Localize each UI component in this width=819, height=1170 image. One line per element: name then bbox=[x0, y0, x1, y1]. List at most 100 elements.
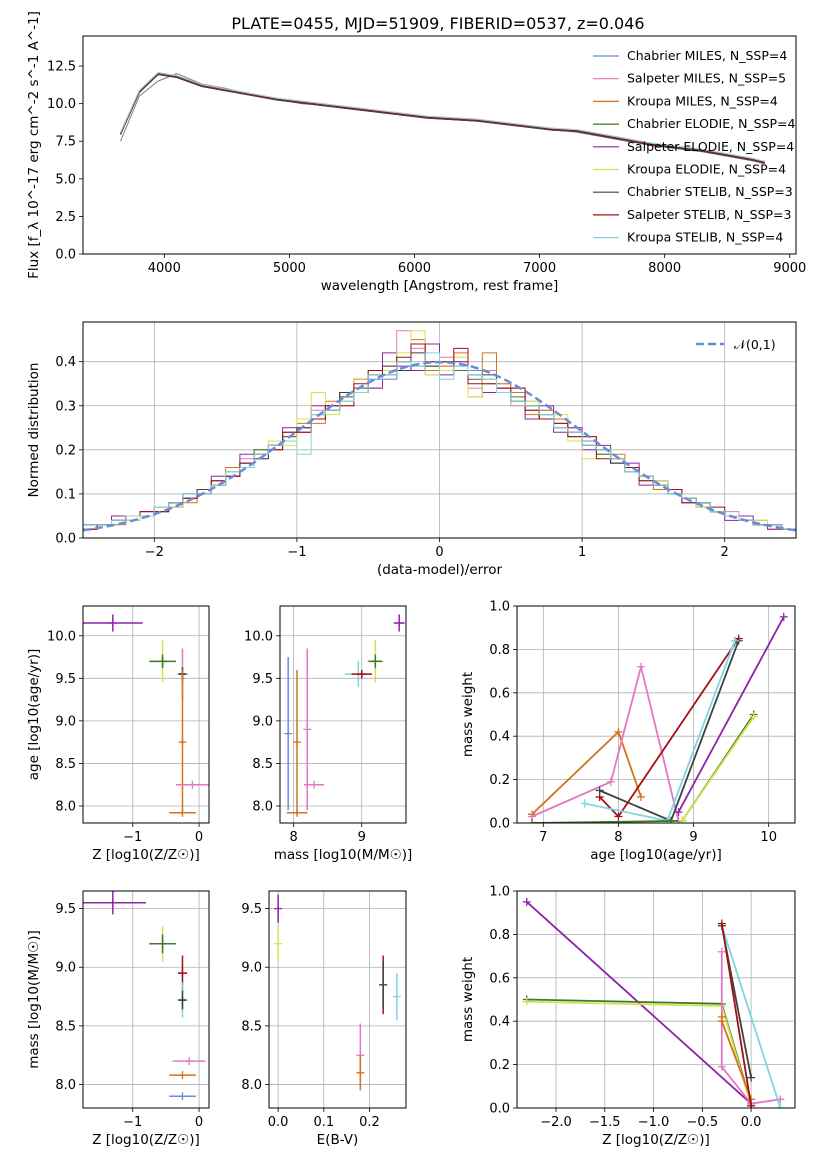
point-marker bbox=[158, 657, 167, 666]
massweight-vs-z-ylabel: mass weight bbox=[460, 957, 476, 1042]
residuals-frame bbox=[82, 321, 797, 539]
point-marker bbox=[293, 808, 302, 817]
massweight-vs-age-ytick-label: 1.0 bbox=[489, 600, 510, 615]
mass-vs-z-ytick-label: 8.5 bbox=[55, 1019, 76, 1034]
spectrum-xtick-label: 7000 bbox=[523, 261, 556, 276]
mass-vs-ebv-frame bbox=[268, 890, 407, 1109]
residuals-xtick-label: 2 bbox=[721, 545, 729, 560]
residuals-axes: −2 −1 0 1 2 0.0 0.1 0.2 0.3 0.4 (data-model)/error… bbox=[26, 322, 796, 578]
mass-weight-marker bbox=[717, 1017, 726, 1026]
spectrum-model-line bbox=[120, 73, 765, 164]
massweight-vs-z-axes: −2.0 −1.5 −1.0 −0.5 0.0 0.0 0.2 0.4 0.6 0.8 1.0 Z [… bbox=[460, 885, 795, 1148]
age-vs-z-plot-area bbox=[83, 614, 209, 817]
point-marker bbox=[371, 657, 380, 666]
mass-weight-marker bbox=[747, 1101, 756, 1108]
residuals-legend: 𝒩(0,1) bbox=[696, 337, 776, 352]
massweight-vs-z-xlabel: Z [log10(Z/Z☉)] bbox=[602, 1132, 710, 1148]
mass-weight-marker bbox=[614, 812, 623, 821]
spectrum-model-line bbox=[120, 73, 765, 163]
massweight-vs-z-xtick-label: −1.0 bbox=[638, 1115, 670, 1130]
mass-weight-line bbox=[720, 923, 752, 1106]
mass-weight-marker bbox=[730, 636, 739, 645]
age-vs-mass-axes: 8 9 8.0 8.5 9.0 9.5 10.0 mass [log10(M/M☉)] bbox=[244, 606, 412, 863]
mass-weight-marker bbox=[595, 786, 604, 795]
age-vs-z-ylabel: age [log10(age/yr)] bbox=[26, 649, 42, 781]
residuals-ytick-label: 0.3 bbox=[55, 399, 76, 414]
residuals-xtick-label: 0 bbox=[435, 545, 443, 560]
mass-vs-ebv-ytick-label: 8.5 bbox=[241, 1019, 262, 1034]
mass-vs-ebv-ytick-label: 9.0 bbox=[241, 961, 262, 976]
spectrum-plot-area bbox=[120, 72, 765, 165]
age-vs-z-ytick-label: 8.5 bbox=[55, 757, 76, 772]
spectrum-xtick-label: 4000 bbox=[148, 261, 181, 276]
point-marker bbox=[178, 996, 187, 1005]
massweight-vs-z-xtick-label: −2.0 bbox=[540, 1115, 572, 1130]
massweight-vs-z-frame bbox=[516, 890, 796, 1109]
point-marker bbox=[188, 780, 197, 789]
point-marker bbox=[178, 1092, 187, 1101]
point-marker bbox=[178, 808, 187, 817]
mass-weight-line bbox=[531, 666, 680, 822]
massweight-vs-age-xtick-label: 7 bbox=[539, 830, 547, 845]
mass-weight-marker bbox=[717, 919, 726, 928]
mass-vs-z-ytick-label: 9.5 bbox=[55, 902, 76, 917]
mass-vs-z-ytick-label: 8.0 bbox=[55, 1078, 76, 1093]
spectrum-model-line bbox=[120, 72, 765, 162]
point-marker bbox=[310, 780, 319, 789]
point-marker bbox=[274, 904, 283, 913]
point-marker bbox=[108, 898, 117, 907]
age-vs-z-ytick-label: 9.0 bbox=[55, 714, 76, 729]
residuals-ytick-label: 0.4 bbox=[55, 355, 76, 370]
legend-label: Salpeter ELODIE, N_SSP=4 bbox=[627, 139, 794, 154]
massweight-vs-z-xtick-label: 0.0 bbox=[741, 1115, 762, 1130]
spectrum-xtick-label: 5000 bbox=[273, 261, 306, 276]
spectrum-xlabel: wavelength [Angstrom, rest frame] bbox=[321, 278, 559, 294]
massweight-vs-z-ytick-label: 0.6 bbox=[489, 971, 510, 986]
mass-vs-z-plot-area bbox=[83, 891, 206, 1101]
mass-vs-ebv-xtick-label: 0.1 bbox=[313, 1115, 334, 1130]
legend-label: Salpeter STELIB, N_SSP=3 bbox=[627, 207, 791, 222]
spectrum-axes: 4000 5000 6000 7000 8000 9000 0.0 2.5 5.0 7.5 10.0… bbox=[26, 11, 806, 294]
massweight-vs-age-ytick-label: 0.4 bbox=[489, 730, 510, 745]
mass-weight-line bbox=[681, 716, 755, 822]
age-vs-z-ytick-label: 10.0 bbox=[47, 629, 76, 644]
spectrum-xtick-label: 6000 bbox=[398, 261, 431, 276]
spectrum-ylabel: Flux [f_λ 10^-17 erg cm^-2 s^-1 A^-1] bbox=[26, 11, 42, 279]
spectrum-xtick-label: 8000 bbox=[648, 261, 681, 276]
massweight-vs-z-ytick-label: 0.2 bbox=[489, 1058, 510, 1073]
mass-weight-marker bbox=[636, 662, 645, 671]
mass-weight-marker bbox=[717, 1062, 726, 1071]
massweight-vs-z-xtick-label: −1.5 bbox=[589, 1115, 621, 1130]
age-vs-mass-xlabel: mass [log10(M/M☉)] bbox=[274, 847, 413, 863]
massweight-vs-age-xtick-label: 9 bbox=[689, 830, 697, 845]
panels: 4000 5000 6000 7000 8000 90000.02.55.07.510.0… bbox=[26, 11, 806, 1148]
age-vs-z-ytick-label: 9.5 bbox=[55, 672, 76, 687]
massweight-vs-z-ytick-label: 0.4 bbox=[489, 1015, 510, 1030]
mass-weight-line bbox=[720, 925, 782, 1108]
massweight-vs-z-ytick-label: 0.0 bbox=[489, 1102, 510, 1117]
age-vs-mass-xtick-label: 9 bbox=[358, 830, 366, 845]
point-marker bbox=[178, 1071, 187, 1080]
mass-vs-z-xtick-label: 0 bbox=[195, 1115, 203, 1130]
point-marker bbox=[158, 939, 167, 948]
massweight-vs-age-frame bbox=[516, 605, 796, 824]
legend-label: Chabrier STELIB, N_SSP=3 bbox=[627, 184, 793, 199]
massweight-vs-age-ytick-label: 0.0 bbox=[489, 817, 510, 832]
spectrum-ytick-label: 10.0 bbox=[47, 97, 76, 112]
mass-weight-marker bbox=[678, 816, 687, 823]
residuals-xtick-label: −2 bbox=[145, 545, 164, 560]
residuals-ytick-label: 0.2 bbox=[55, 443, 76, 458]
legend-label: Chabrier MILES, N_SSP=4 bbox=[627, 48, 787, 63]
legend-label: Chabrier ELODIE, N_SSP=4 bbox=[627, 116, 796, 131]
mass-weight-marker bbox=[580, 799, 589, 808]
residuals-ytick-label: 0.0 bbox=[55, 532, 76, 547]
mass-vs-z-ytick-label: 9.0 bbox=[55, 961, 76, 976]
spectrum-xtick-label: 9000 bbox=[773, 261, 806, 276]
spectrum-ytick-label: 2.5 bbox=[55, 210, 76, 225]
mass-weight-marker bbox=[522, 897, 531, 906]
spectrum-ytick-label: 7.5 bbox=[55, 135, 76, 150]
point-marker bbox=[284, 729, 293, 738]
mass-vs-ebv-ytick-label: 9.5 bbox=[241, 902, 262, 917]
massweight-vs-age-ytick-label: 0.8 bbox=[489, 643, 510, 658]
